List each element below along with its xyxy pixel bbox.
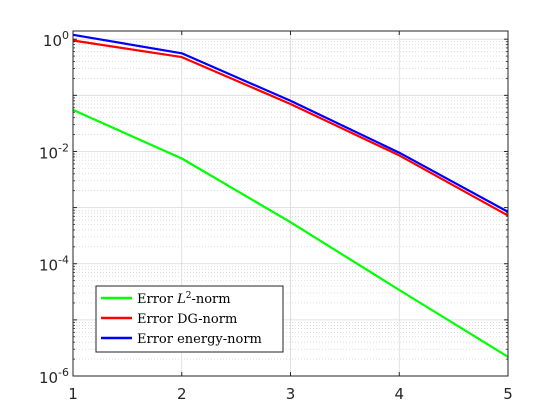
series-lines xyxy=(72,33,509,358)
y-tick-label-base: 10 xyxy=(39,369,58,387)
legend-label-suffix: -norm xyxy=(191,292,230,307)
legend-label-3: Error energy-norm xyxy=(137,332,262,347)
legend-label-superscript: 2 xyxy=(186,291,192,301)
legend-label-2: Error DG-norm xyxy=(137,312,237,327)
x-tick-labels: 1 2 3 4 5 xyxy=(68,385,513,403)
y-tick-label-exponent: -4 xyxy=(58,254,69,267)
legend-label-1: Error L2-norm xyxy=(137,291,231,307)
y-tick-label-base: 10 xyxy=(39,144,58,162)
y-tick-label-exponent: -2 xyxy=(58,141,69,154)
legend: Error L2-norm Error DG-norm Error energy-n… xyxy=(95,285,284,353)
minor-grid xyxy=(73,41,508,360)
y-tick-label-exponent: -6 xyxy=(58,366,69,379)
y-tick-label: 100 xyxy=(43,29,69,50)
y-tick-label-base: 10 xyxy=(43,32,62,50)
legend-label-text: Error DG-norm xyxy=(137,312,237,327)
axis-ticks xyxy=(72,31,509,377)
y-tick-label-base: 10 xyxy=(39,257,58,275)
series-line-3 xyxy=(72,33,509,213)
y-tick-label: 10-2 xyxy=(39,141,69,162)
legend-label-text: Error energy-norm xyxy=(137,332,262,347)
legend-label-text: Error xyxy=(137,292,177,307)
x-tick-label: 1 xyxy=(68,385,78,403)
y-tick-label: 10-6 xyxy=(39,366,69,387)
x-tick-label: 3 xyxy=(286,385,296,403)
x-tick-label: 2 xyxy=(177,385,187,403)
y-tick-label: 10-4 xyxy=(39,254,69,275)
legend-label-math: L xyxy=(176,292,186,307)
x-tick-label: 4 xyxy=(394,385,404,403)
x-tick-label: 5 xyxy=(503,385,513,403)
series-line-1 xyxy=(72,108,509,358)
y-tick-label-exponent: 0 xyxy=(62,29,69,42)
series-line-2 xyxy=(72,39,509,217)
